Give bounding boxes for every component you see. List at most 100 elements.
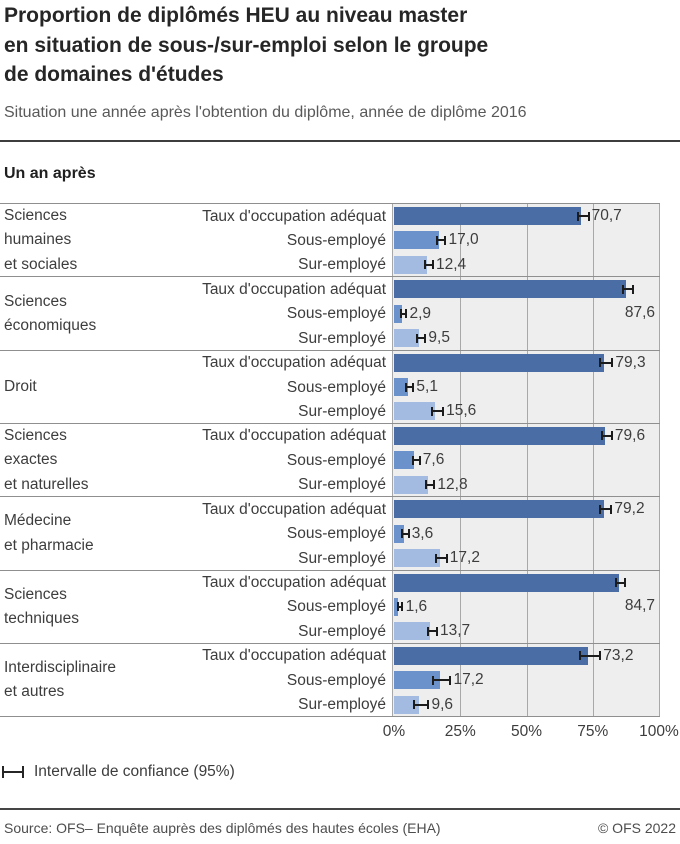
- bar-value-label: 9,5: [428, 329, 450, 347]
- bar-category-label: Sous-employé: [286, 305, 386, 323]
- bar-value-label: 79,6: [614, 426, 646, 444]
- bar: [394, 597, 399, 616]
- bar-value-label: 15,6: [446, 402, 477, 420]
- bar-value-label: 2,9: [409, 304, 432, 322]
- bar-value-label: 7,6: [422, 451, 445, 469]
- bar-category-label: Sous-employé: [286, 231, 386, 249]
- bar-value-label: 12,4: [436, 255, 467, 273]
- legend: Intervalle de confiance (95%): [2, 763, 235, 781]
- bar: [394, 475, 428, 494]
- bar-value-label: 84,7: [624, 597, 655, 615]
- bar-category-label: Sur-employé: [298, 476, 386, 494]
- bar: [394, 646, 588, 665]
- bar: [394, 231, 439, 250]
- confidence-interval: [435, 553, 448, 563]
- x-axis-tick-label: 25%: [444, 723, 476, 740]
- bar-value-label: 3,6: [411, 524, 434, 542]
- confidence-interval: [599, 504, 613, 514]
- bar: [394, 280, 627, 299]
- confidence-interval: [430, 406, 445, 416]
- bar: [394, 378, 408, 396]
- header-divider: [0, 140, 680, 142]
- bar-category-label: Taux d'occupation adéquat: [202, 500, 386, 518]
- bar-value-label: 9,6: [431, 695, 454, 713]
- bar-value-label: 1,6: [405, 597, 428, 615]
- bar: [394, 451, 415, 470]
- group-label: Sciences techniques: [4, 585, 79, 628]
- bar: [394, 353, 605, 372]
- bar: [394, 500, 604, 519]
- bar-value-label: 17,2: [453, 671, 484, 689]
- bar: [394, 426, 605, 445]
- chart-title-line-3: de domaines d'études: [4, 63, 224, 86]
- bar-value-label: 87,6: [624, 304, 655, 322]
- confidence-interval: [413, 700, 430, 710]
- bar: [394, 573, 619, 592]
- footer-copyright: © OFS 2022: [597, 820, 676, 836]
- bar-value-label: 79,2: [614, 500, 645, 518]
- bar-value-label: 79,3: [615, 353, 646, 371]
- chart-title-line-1: Proportion de diplômés HEU au niveau mas…: [4, 4, 468, 27]
- group-label: Médecine et pharmacie: [4, 512, 94, 554]
- bar-value-label: 5,1: [416, 378, 438, 395]
- legend-label: Intervalle de confiance (95%): [34, 763, 235, 780]
- confidence-interval: [404, 382, 415, 392]
- group-label: Interdisciplinaire et autres: [4, 658, 116, 701]
- bar: [394, 524, 404, 543]
- bar-category-label: Taux d'occupation adéquat: [202, 647, 386, 665]
- chart-subtitle: Situation une année après l'obtention du…: [4, 104, 527, 121]
- bar-category-label: Taux d'occupation adéquat: [202, 574, 386, 591]
- bar-category-label: Sur-employé: [298, 549, 386, 567]
- group-separator: [0, 496, 660, 498]
- footer-divider: [0, 808, 680, 810]
- confidence-interval: [424, 480, 436, 490]
- group-separator: [0, 349, 660, 351]
- group-separator: [0, 569, 660, 571]
- confidence-interval: [435, 235, 447, 245]
- section-label: Un an après: [4, 165, 96, 182]
- group-separator: [0, 203, 660, 204]
- group-separator: [0, 716, 660, 717]
- gridline: [527, 204, 528, 717]
- bar: [394, 304, 402, 323]
- chart-title-line-2: en situation de sous-/sur-emploi selon l…: [4, 33, 489, 57]
- confidence-interval: [399, 309, 408, 319]
- confidence-interval: [601, 431, 613, 441]
- chart-title: Proportion de diplômés HEU au niveau mas…: [4, 1, 488, 90]
- bar-category-label: Sous-employé: [286, 451, 386, 469]
- x-axis-tick-label: 0%: [382, 723, 406, 740]
- footer-source: Source: OFS– Enquête auprès des diplômés…: [4, 820, 441, 836]
- bar: [394, 622, 431, 641]
- confidence-interval: [598, 358, 614, 368]
- x-axis-tick-label: 100%: [639, 723, 679, 740]
- bar: [394, 402, 436, 421]
- group-label: Droit: [4, 378, 37, 396]
- bar: [394, 207, 582, 225]
- group-separator: [0, 422, 660, 424]
- bar-category-label: Sur-employé: [298, 256, 386, 274]
- confidence-interval-icon: [2, 766, 24, 778]
- confidence-interval: [622, 284, 634, 294]
- x-axis-tick-label: 75%: [577, 723, 609, 740]
- group-label: Sciences économiques: [4, 292, 97, 334]
- bar-category-label: Sur-employé: [298, 622, 386, 640]
- bar-category-label: Taux d'occupation adéquat: [202, 427, 386, 445]
- bar-category-label: Sous-employé: [286, 378, 386, 396]
- confidence-interval: [578, 651, 602, 661]
- x-axis-tick-label: 50%: [510, 723, 543, 740]
- bar-value-label: 12,8: [437, 475, 468, 493]
- bar-value-label: 73,2: [603, 646, 634, 664]
- bar: [394, 695, 420, 714]
- confidence-interval: [614, 578, 627, 587]
- bar-category-label: Sur-employé: [298, 402, 386, 420]
- confidence-interval: [431, 675, 452, 685]
- confidence-interval: [411, 455, 421, 465]
- confidence-interval: [401, 529, 410, 539]
- confidence-interval: [423, 260, 435, 270]
- bar-value-label: 17,2: [449, 549, 480, 566]
- bar: [394, 671, 440, 690]
- group-separator: [0, 276, 660, 278]
- confidence-interval: [416, 333, 427, 343]
- bar-category-label: Taux d'occupation adéquat: [202, 207, 386, 225]
